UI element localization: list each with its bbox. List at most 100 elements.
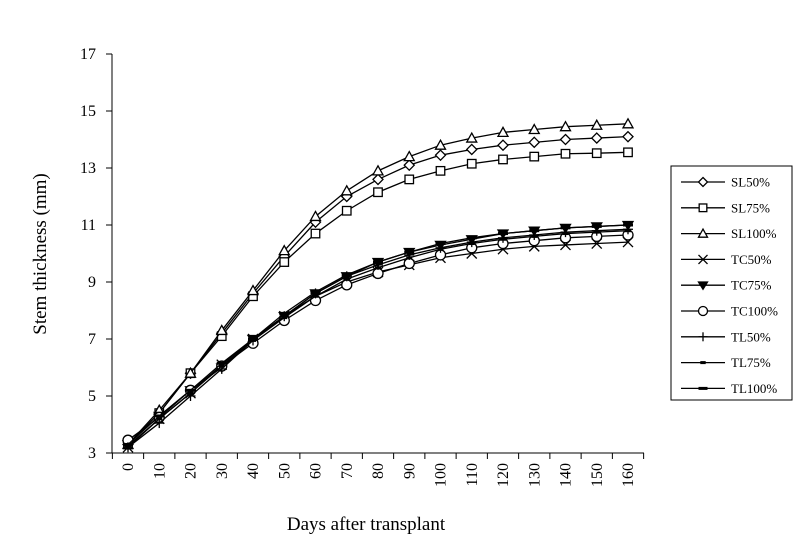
x-tick-label: 30: [214, 463, 231, 479]
y-tick-label: 3: [88, 445, 96, 462]
y-tick-label: 13: [80, 160, 96, 177]
data-point-circle: [403, 257, 415, 270]
data-point-long-dash: [698, 386, 708, 390]
legend-item: SL50%: [681, 175, 770, 190]
data-point-dash: [375, 266, 381, 270]
data-point-triangle: [246, 284, 260, 296]
data-point-circle: [697, 305, 709, 317]
data-point-long-dash: [591, 224, 602, 228]
data-point-square: [498, 154, 508, 165]
data-point-dash: [593, 230, 600, 234]
legend-label: TC50%: [731, 252, 772, 267]
x-tick-label: 140: [558, 463, 575, 487]
data-point-triangle: [590, 118, 603, 130]
y-tick-label: 5: [88, 388, 96, 405]
data-point-dash: [625, 229, 631, 233]
legend-label: SL75%: [731, 200, 770, 215]
data-point-triangle: [371, 164, 385, 176]
data-point-long-dash: [404, 250, 415, 254]
data-point-diamond: [622, 130, 634, 143]
legend-label: TL100%: [731, 381, 777, 396]
data-point-diamond: [590, 132, 603, 144]
data-point-triangle: [215, 324, 228, 336]
data-point-dash: [468, 242, 475, 246]
legend-item: TL100%: [681, 381, 777, 396]
x-tick-label: 100: [433, 463, 450, 487]
x-tick-label: 80: [370, 463, 387, 479]
data-point-square: [279, 257, 290, 267]
data-point-triangle: [621, 117, 635, 129]
data-point-square: [466, 158, 477, 169]
data-point-triangle: [465, 131, 478, 143]
data-point-square: [435, 165, 446, 176]
data-point-square: [404, 174, 415, 185]
data-point-dash: [700, 361, 706, 365]
data-point-plus: [698, 332, 708, 342]
data-point-dash: [500, 237, 506, 241]
legend-label: SL100%: [731, 226, 777, 241]
data-point-long-dash: [310, 290, 321, 294]
series-sl75pct: [123, 147, 633, 450]
data-point-diamond: [559, 133, 572, 146]
y-tick-label: 11: [81, 217, 96, 234]
legend-label: TL50%: [731, 329, 771, 344]
legend-item: SL75%: [681, 200, 770, 215]
x-tick-label: 0: [120, 463, 137, 471]
x-tick-label: 50: [276, 463, 293, 479]
y-axis: 3 5 7 9 11 13 15 17: [80, 46, 113, 462]
data-point-triangle: [278, 244, 291, 256]
x-tick-label: 20: [183, 463, 200, 479]
data-point-dash: [343, 277, 350, 281]
data-point-dash: [281, 316, 288, 320]
series-sl50pct: [122, 130, 634, 451]
legend-label: SL50%: [731, 175, 770, 190]
data-point-x: [698, 254, 708, 265]
data-point-long-dash: [498, 232, 508, 236]
data-point-square: [373, 187, 383, 198]
legend-item: TC75%: [681, 278, 772, 293]
data-point-triangle: [528, 123, 541, 135]
data-point-square: [623, 147, 633, 158]
x-tick-label: 150: [589, 463, 606, 487]
data-point-square: [310, 228, 321, 239]
data-point-dash: [312, 294, 319, 298]
data-point-triangle: [403, 150, 416, 162]
data-point-long-dash: [341, 273, 352, 277]
legend-item: SL100%: [681, 226, 777, 241]
x-tick-label: 40: [245, 463, 262, 479]
data-point-square: [560, 148, 571, 159]
data-point-long-dash: [185, 388, 196, 392]
x-axis: 0 10 20 30 40 50 60 70 80 90 100 110 120 130 140 150 160: [111, 452, 645, 487]
legend-box: [670, 165, 793, 401]
data-point-dash: [218, 364, 225, 368]
data-point-long-dash: [216, 361, 227, 365]
legend-label: TC100%: [731, 304, 778, 319]
data-point-triangle: [309, 210, 322, 222]
data-point-diamond: [434, 149, 447, 162]
data-point-triangle-down: [697, 281, 709, 291]
data-point-square: [591, 148, 602, 159]
data-point-long-dash: [279, 311, 290, 315]
data-point-long-dash: [529, 229, 540, 233]
y-tick-label: 17: [80, 46, 96, 63]
data-point-long-dash: [435, 242, 446, 246]
legend-item: TC100%: [681, 304, 778, 319]
data-point-square: [529, 151, 540, 162]
data-point-dash: [156, 417, 163, 421]
data-point-triangle: [434, 138, 447, 150]
x-tick-label: 10: [151, 463, 168, 479]
data-point-dash: [437, 247, 444, 251]
data-point-long-dash: [154, 414, 165, 418]
x-tick-label: 110: [464, 463, 481, 486]
data-point-square: [341, 205, 352, 216]
data-point-diamond: [372, 173, 384, 186]
data-point-dash: [531, 234, 538, 238]
data-point-long-dash: [560, 226, 571, 230]
data-point-triangle: [697, 227, 709, 238]
data-point-long-dash: [373, 260, 383, 264]
y-tick-label: 9: [88, 274, 96, 291]
series-tc75pct: [121, 220, 635, 451]
data-point-dash: [406, 256, 413, 260]
series-layer: [121, 117, 635, 453]
